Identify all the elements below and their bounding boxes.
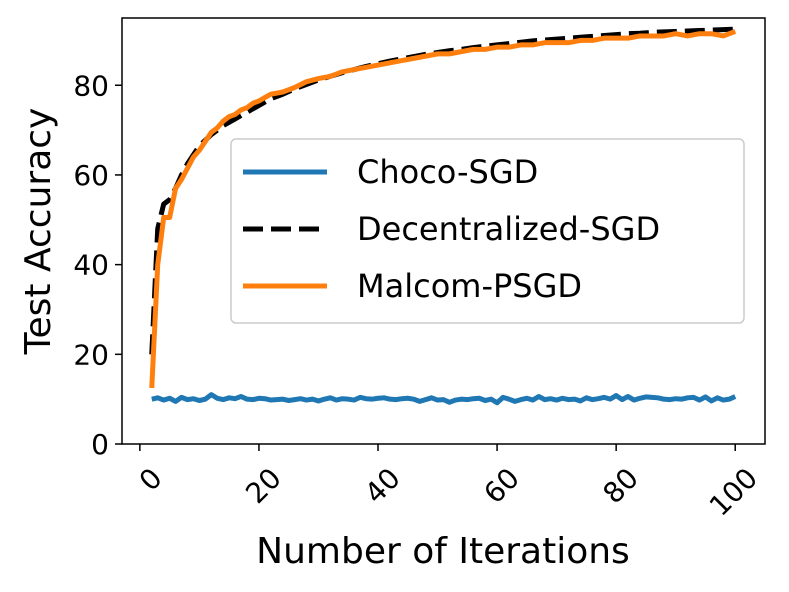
- y-axis-label: Test Accuracy: [18, 108, 59, 356]
- legend-label: Decentralized-SGD: [357, 210, 660, 248]
- series-line-malcom-psgd: [149, 29, 737, 389]
- x-tick-label: 60: [477, 461, 526, 510]
- y-axis: 0 20 40 60 80: [73, 69, 122, 461]
- y-tick-label: 40: [73, 249, 109, 282]
- y-tick-label: 0: [91, 428, 109, 461]
- x-tick-label: 40: [358, 461, 407, 510]
- plot-area: [149, 26, 737, 406]
- y-tick-label: 60: [73, 159, 109, 192]
- x-tick-label: 0: [133, 461, 169, 497]
- legend-label: Malcom-PSGD: [357, 267, 582, 305]
- legend-box: [230, 138, 745, 324]
- x-tick-label: 80: [596, 461, 645, 510]
- x-tick-label: 100: [703, 461, 764, 522]
- series-line-choco-sgd: [151, 392, 737, 406]
- x-axis: 0 20 40 60 80 100: [133, 444, 764, 523]
- axes-frame: [121, 17, 766, 445]
- legend: Choco-SGD Decentralized-SGD Malcom-PSGD: [230, 138, 745, 324]
- x-axis-label: Number of Iterations: [256, 531, 630, 572]
- x-tick-label: 20: [239, 461, 288, 510]
- legend-label: Choco-SGD: [357, 153, 538, 191]
- y-tick-label: 80: [73, 69, 109, 102]
- y-tick-label: 20: [73, 338, 109, 371]
